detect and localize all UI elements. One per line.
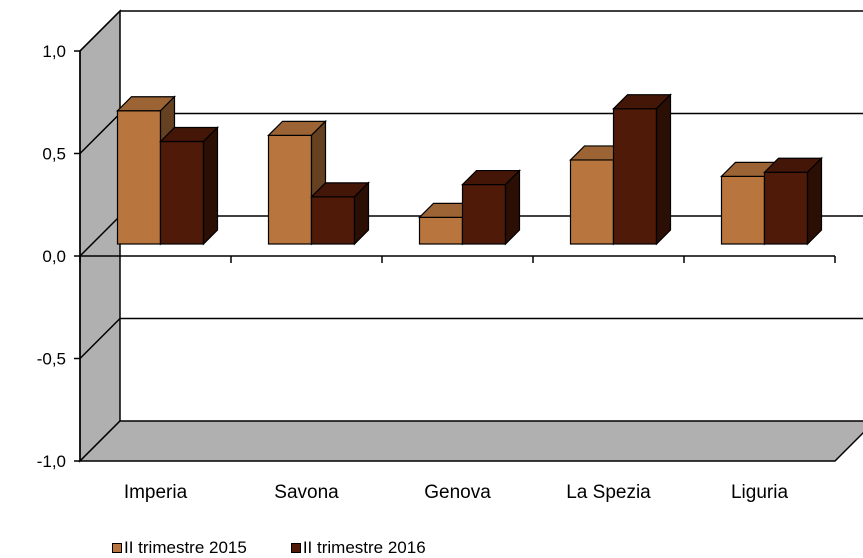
category-label-imperia: Imperia (124, 482, 188, 503)
category-label-la-spezia: La Spezia (566, 482, 651, 503)
gridline-side (79, 215, 121, 257)
legend: II trimestre 2015 II trimestre 2016 (112, 538, 426, 558)
bar-front (569, 159, 615, 245)
bar-front (418, 216, 464, 245)
bar-front (612, 108, 658, 245)
category-label-savona: Savona (274, 482, 339, 503)
bar-genova-s1 (461, 169, 521, 246)
y-tick-label: 0,5 (42, 145, 66, 164)
bar-la-spezia-s1 (612, 93, 672, 246)
gridline-side (79, 112, 121, 155)
gridlines (79, 10, 863, 360)
bar-imperia-s1 (159, 126, 219, 246)
y-axis: 1,0 0,5 0,0 -0,5 -1,0 (37, 42, 81, 471)
legend-item-2015: II trimestre 2015 (112, 538, 247, 558)
bar-side (504, 169, 521, 246)
legend-label-2016: II trimestre 2016 (302, 538, 426, 557)
bar-side (353, 181, 370, 246)
bar-front (763, 171, 809, 245)
bar-side (806, 156, 823, 246)
bar-liguria-s1 (763, 156, 823, 246)
y-tick-label: 1,0 (42, 42, 66, 61)
gridline-side (79, 10, 121, 52)
bar-front (720, 175, 766, 245)
x-axis (79, 255, 836, 263)
y-tick-label: -0,5 (37, 350, 66, 369)
bar-front (310, 196, 356, 245)
gridline-side (79, 317, 121, 360)
category-labels: Imperia Savona Genova La Spezia Liguria (124, 482, 789, 503)
bars (116, 93, 823, 246)
bar-savona-s1 (310, 181, 370, 246)
bar-side (655, 93, 672, 246)
legend-label-2015: II trimestre 2015 (124, 538, 247, 557)
bar-side (202, 126, 219, 246)
category-label-genova: Genova (424, 482, 491, 503)
bar-front (159, 140, 205, 245)
category-label-liguria: Liguria (731, 482, 788, 503)
bar-front (461, 183, 507, 245)
y-tick-label: 0,0 (42, 247, 66, 266)
bar-imperia-s0 (116, 95, 176, 246)
y-tick-label: -1,0 (37, 452, 66, 471)
floor (78, 420, 863, 462)
legend-swatch-2015 (112, 543, 122, 553)
legend-swatch-2016 (290, 543, 301, 553)
legend-item-2016: II trimestre 2016 (290, 538, 426, 558)
bar-front (116, 110, 162, 245)
bar-front (267, 134, 313, 245)
